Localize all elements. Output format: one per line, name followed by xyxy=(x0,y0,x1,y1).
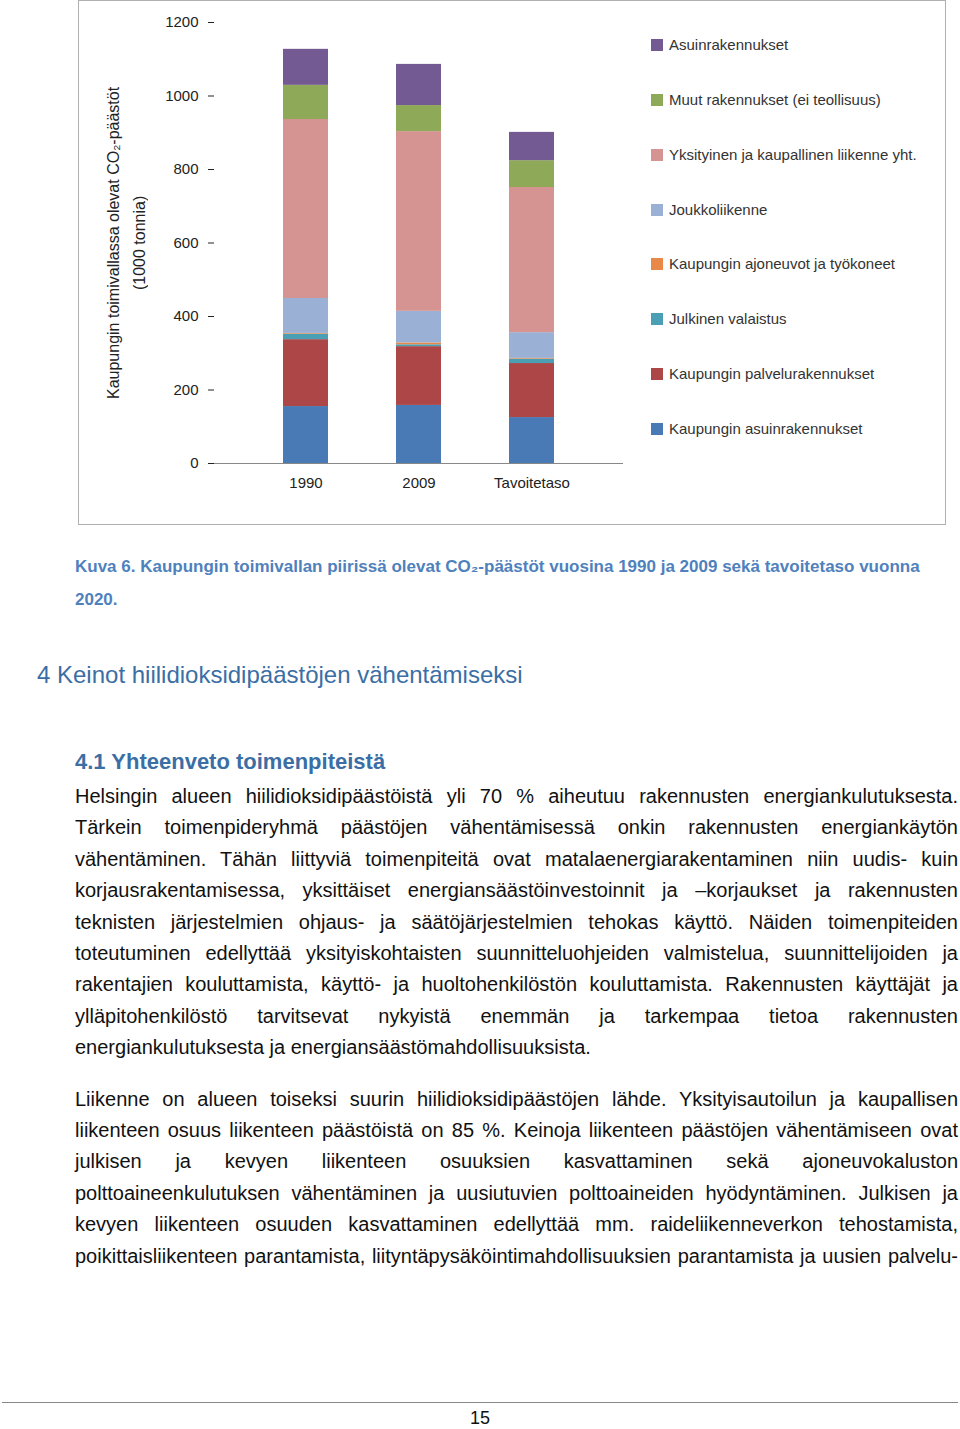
html-text:Kaupungin asuinrakennukset: Kaupungin asuinrakennukset xyxy=(669,419,863,437)
svg-text:200: 200 xyxy=(173,381,198,398)
svg-text:600: 600 xyxy=(173,234,198,251)
html-text:Yksityinen ja kaupallinen liik: Yksityinen ja kaupallinen liikenne yht. xyxy=(669,145,917,163)
svg-text:2009: 2009 xyxy=(402,474,435,491)
html-text:Kaupungin toimivallassa olevat: Kaupungin toimivallassa olevat CO₂-pääst… xyxy=(105,86,148,399)
html-text:Asuinrakennukset: Asuinrakennukset xyxy=(669,36,789,53)
html-text:Helsingin alueen hiilidioksidi: Helsingin alueen hiilidioksidipäästöistä… xyxy=(75,785,958,1059)
svg-text:400: 400 xyxy=(173,307,198,324)
html-text:Kaupungin ajoneuvot ja työkone: Kaupungin ajoneuvot ja työkoneet xyxy=(669,255,895,273)
svg-text:0: 0 xyxy=(190,454,198,471)
html-text:Liikenne on alueen toiseksi su: Liikenne on alueen toiseksi suurin hiili… xyxy=(75,1087,958,1267)
html-text:Joukkoliikenne: Joukkoliikenne xyxy=(669,200,768,218)
svg-text:Tavoitetaso: Tavoitetaso xyxy=(494,474,570,491)
html-text:Kuva 6. Kaupungin toimivallan: Kuva 6. Kaupungin toimivallan piirissä o… xyxy=(75,557,920,609)
html-text:Kaupungin palvelurakennukset: Kaupungin palvelurakennukset xyxy=(669,365,875,383)
html-text:4.1 Yhteenveto toimenpiteistä: 4.1 Yhteenveto toimenpiteistä xyxy=(75,749,386,774)
html-text:Muut rakennukset (ei teollisuu: Muut rakennukset (ei teollisuus) xyxy=(669,90,881,108)
svg-text:1990: 1990 xyxy=(289,474,322,491)
svg-text:1000: 1000 xyxy=(165,87,198,104)
html-text:4 Keinot hiilidioksidipäästöje: 4 Keinot hiilidioksidipäästöjen vähentäm… xyxy=(37,661,523,688)
svg-text:800: 800 xyxy=(173,160,198,177)
html-text:Julkinen valaistus: Julkinen valaistus xyxy=(669,310,787,328)
html-text:15: 15 xyxy=(470,1408,490,1428)
svg-text:1200: 1200 xyxy=(165,13,198,30)
